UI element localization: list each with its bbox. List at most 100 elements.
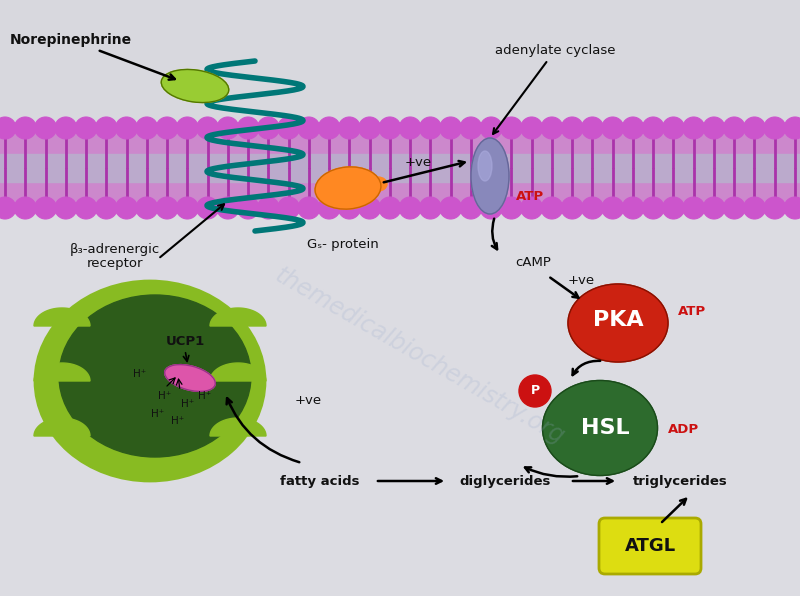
Circle shape [197,117,218,139]
Ellipse shape [315,167,381,209]
Circle shape [136,117,158,139]
Ellipse shape [542,380,658,476]
Circle shape [379,117,401,139]
Text: P: P [530,384,539,398]
Polygon shape [34,363,90,381]
Circle shape [358,197,381,219]
Text: H⁺: H⁺ [134,369,146,379]
Circle shape [34,117,57,139]
Circle shape [764,197,786,219]
Circle shape [703,117,725,139]
Text: receptor: receptor [86,257,143,270]
Circle shape [278,197,299,219]
Circle shape [34,197,57,219]
Ellipse shape [59,295,251,457]
Circle shape [54,197,77,219]
Circle shape [237,197,259,219]
Text: diglycerides: diglycerides [459,474,550,488]
Bar [0,123,800,213]
Circle shape [136,197,158,219]
Polygon shape [34,418,90,436]
Circle shape [723,117,746,139]
Circle shape [379,197,401,219]
Circle shape [662,117,685,139]
Circle shape [0,117,16,139]
Circle shape [358,117,381,139]
Circle shape [541,117,563,139]
Circle shape [176,197,198,219]
Polygon shape [210,363,266,381]
Text: +ve: +ve [568,274,595,287]
Circle shape [662,197,685,219]
Circle shape [602,117,624,139]
Circle shape [75,117,97,139]
Text: Gₛ- protein: Gₛ- protein [307,238,379,251]
Circle shape [561,197,583,219]
Circle shape [521,117,542,139]
Polygon shape [210,308,266,326]
Circle shape [237,117,259,139]
Text: Norepinephrine: Norepinephrine [10,33,174,80]
Circle shape [14,117,36,139]
Text: +ve: +ve [405,156,431,169]
Circle shape [440,197,462,219]
Circle shape [642,197,664,219]
Circle shape [419,117,442,139]
Text: ADP: ADP [668,423,699,436]
Circle shape [582,197,603,219]
Circle shape [217,197,239,219]
Circle shape [115,197,138,219]
Circle shape [298,117,320,139]
Circle shape [54,117,77,139]
Circle shape [764,117,786,139]
Circle shape [95,117,118,139]
Text: H⁺: H⁺ [158,391,172,401]
Text: PKA: PKA [593,310,643,330]
Circle shape [743,197,766,219]
Circle shape [622,117,644,139]
Text: fatty acids: fatty acids [280,474,360,488]
Circle shape [501,117,522,139]
Circle shape [115,117,138,139]
Circle shape [440,117,462,139]
Ellipse shape [568,284,668,362]
Circle shape [682,117,705,139]
Text: triglycerides: triglycerides [633,474,727,488]
Circle shape [197,197,218,219]
Circle shape [217,117,239,139]
Ellipse shape [369,177,387,191]
Circle shape [622,197,644,219]
Ellipse shape [162,70,229,103]
Text: +ve: +ve [295,394,322,407]
Polygon shape [34,308,90,326]
Circle shape [298,197,320,219]
Ellipse shape [478,151,492,181]
Ellipse shape [471,138,509,214]
Circle shape [399,117,421,139]
Circle shape [642,117,664,139]
Circle shape [75,197,97,219]
Circle shape [14,197,36,219]
Text: adenylate cyclase: adenylate cyclase [493,44,615,134]
Circle shape [460,197,482,219]
FancyBboxPatch shape [599,518,701,574]
Text: ATP: ATP [678,305,706,318]
Bar [0,196,800,596]
Text: β₃-adrenergic: β₃-adrenergic [70,243,160,256]
Text: ATP: ATP [516,190,544,203]
Circle shape [176,117,198,139]
Circle shape [0,197,16,219]
Text: H⁺: H⁺ [198,391,212,401]
Text: themedicalbiochemistry.org: themedicalbiochemistry.org [271,263,569,449]
Circle shape [602,197,624,219]
Circle shape [156,117,178,139]
Circle shape [258,117,279,139]
Circle shape [338,197,360,219]
Polygon shape [210,418,266,436]
Circle shape [519,375,551,407]
Text: HSL: HSL [581,418,630,438]
Circle shape [521,197,542,219]
Circle shape [541,197,563,219]
Circle shape [338,117,360,139]
Circle shape [399,197,421,219]
